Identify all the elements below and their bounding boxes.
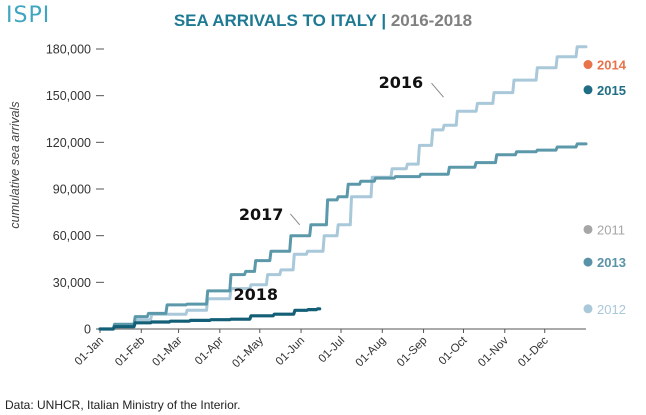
series-2016-label: 2016	[379, 73, 424, 92]
title-separator: |	[381, 11, 387, 30]
series-2016-leader-line	[431, 82, 444, 98]
x-tick-label: 01-Sep	[395, 335, 430, 370]
series-2017-label: 2017	[239, 205, 284, 224]
y-tick-label: 60,000	[53, 229, 91, 243]
series-2018-line	[98, 307, 322, 331]
legend-dot-2012	[583, 304, 593, 314]
series-2017-leader-line	[290, 213, 301, 226]
legend-dot-2014	[583, 60, 593, 70]
x-tick-label: 01-Jul	[316, 335, 347, 366]
chart-title: SEA ARRIVALS TO ITALY | 2016-2018	[0, 11, 646, 31]
legend-label-2013: 2013	[597, 255, 626, 270]
x-tick-label: 01-Aug	[354, 335, 389, 370]
x-tick-label: 01-Jan	[73, 335, 106, 368]
ispi-logo: ISPI	[6, 3, 51, 28]
series-2017-line	[98, 142, 588, 331]
legend-dot-2015	[583, 85, 593, 95]
legend-label-2015: 2015	[597, 83, 626, 98]
legend-label-2011: 2011	[597, 222, 625, 237]
legend-dot-2011	[583, 224, 593, 234]
x-tick-label: 01-Mar	[150, 335, 184, 369]
x-tick-label: 01-Oct	[437, 334, 470, 367]
series-2018-label: 2018	[234, 285, 279, 304]
x-tick-label: 01-Apr	[193, 335, 226, 368]
legend-dot-2013	[583, 257, 593, 267]
source-note: Data: UNHCR, Italian Ministry of the Int…	[5, 398, 241, 412]
y-axis-label: cumulative sea arrivals	[8, 101, 22, 228]
x-tick-label: 01-Nov	[476, 334, 511, 369]
legend-label-2014: 2014	[597, 58, 627, 73]
x-tick-label: 01-Jun	[274, 335, 307, 368]
y-tick-label: 0	[84, 323, 91, 337]
series-2016-line	[98, 45, 588, 331]
title-sub: 2016-2018	[390, 11, 473, 30]
y-tick-label: 90,000	[53, 183, 91, 197]
legend-label-2012: 2012	[597, 302, 626, 317]
x-tick-label: 01-May	[230, 334, 266, 370]
y-tick-label: 120,000	[46, 136, 91, 150]
y-tick-label: 30,000	[53, 276, 91, 290]
title-main: SEA ARRIVALS TO ITALY	[173, 11, 377, 30]
x-tick-label: 01-Dec	[516, 334, 551, 369]
x-tick-label: 01-Feb	[113, 335, 147, 369]
y-tick-label: 180,000	[46, 43, 91, 57]
y-tick-label: 150,000	[46, 89, 91, 103]
